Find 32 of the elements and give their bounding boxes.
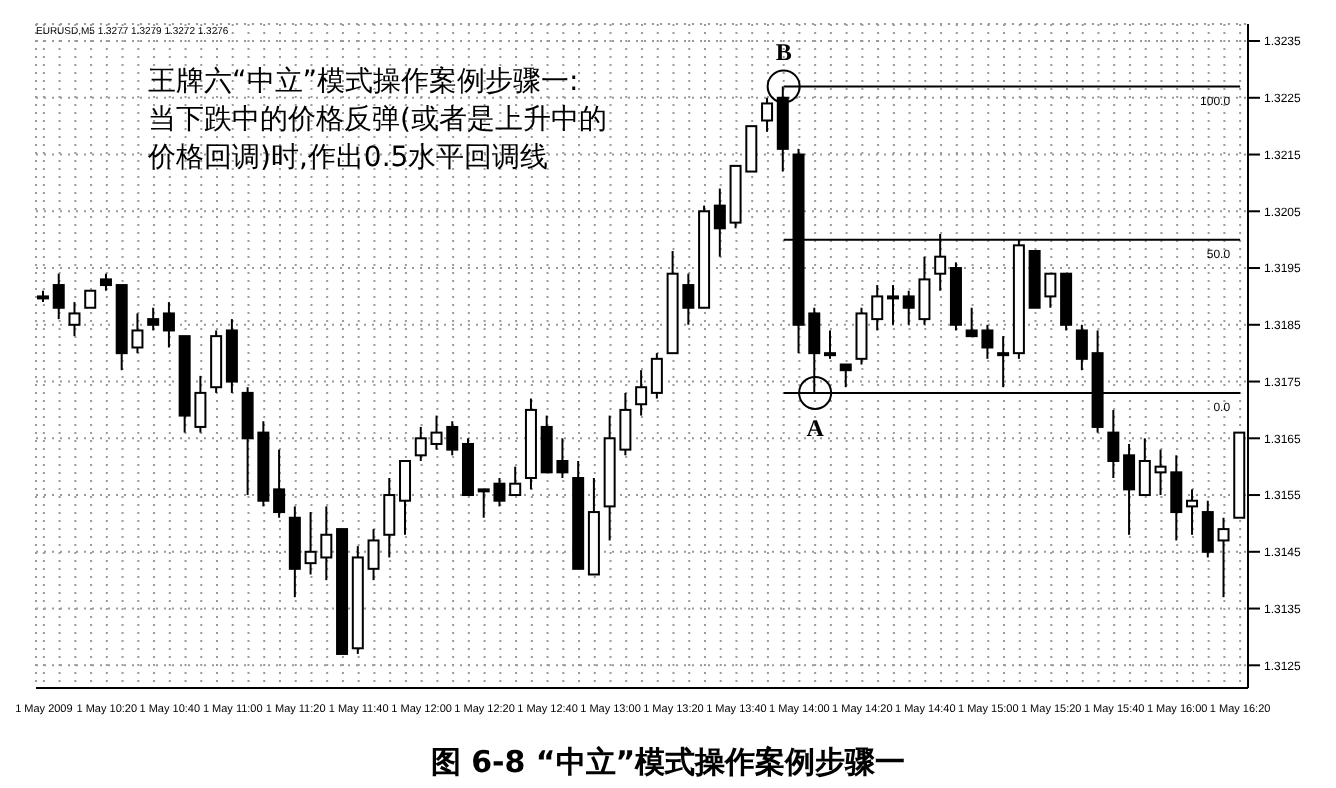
candlestick xyxy=(399,459,412,536)
candlestick xyxy=(650,352,663,400)
candlestick xyxy=(1107,408,1120,480)
candlestick xyxy=(1123,442,1136,536)
candlestick xyxy=(855,306,868,366)
annotation: 王牌六“中立”模式操作案例步骤一: xyxy=(148,64,581,102)
candlestick xyxy=(886,284,899,326)
annotation: A xyxy=(806,413,825,442)
candlestick xyxy=(1201,499,1214,559)
candlestick xyxy=(997,335,1010,389)
candlestick xyxy=(383,477,396,559)
annotation: 价格回调)时,作出0.5水平回调线 xyxy=(148,140,551,178)
candlestick xyxy=(509,465,522,497)
candlestick xyxy=(414,425,427,462)
text: 图 6-8 “中立”模式操作案例步骤一 xyxy=(428,744,908,782)
candlestick xyxy=(68,301,81,338)
candlestick xyxy=(1075,323,1088,372)
annotation: 当下跌中的价格反弹(或者是上升中的 xyxy=(148,102,607,140)
candlestick xyxy=(824,329,837,360)
candlestick xyxy=(273,448,286,519)
candlestick xyxy=(1138,437,1151,497)
annotation: B xyxy=(775,38,792,67)
candlestick xyxy=(367,528,380,582)
candlestick xyxy=(1217,516,1230,599)
candlestick xyxy=(52,272,65,321)
candlestick xyxy=(871,284,884,332)
candlestick xyxy=(839,363,852,389)
candlestick xyxy=(147,306,160,332)
candlestick xyxy=(635,369,648,417)
candlestick xyxy=(162,301,175,349)
candlestick xyxy=(713,187,726,258)
candlestick xyxy=(1186,488,1199,536)
